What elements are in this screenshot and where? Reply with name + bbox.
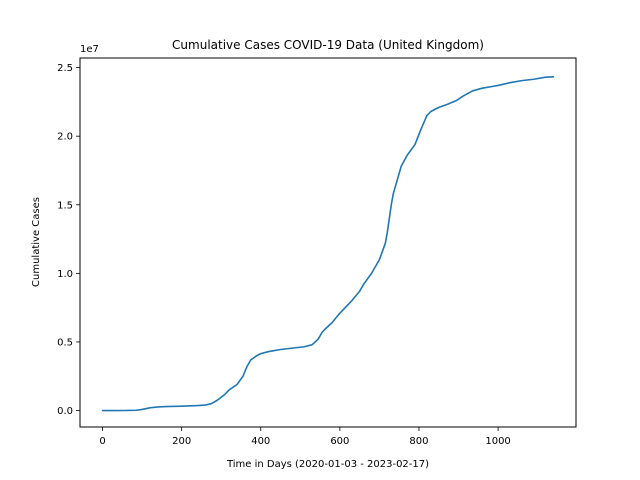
- series-line-0: [101, 75, 555, 412]
- x-axis-ticks: 0 200 400 600 800 1000: [99, 427, 511, 447]
- axes-frame: [79, 57, 577, 428]
- y-tick-label: 2.5: [57, 63, 73, 74]
- y-axis-ticks: 0.0 0.5 1.0 1.5 2.0 2.5: [57, 63, 80, 417]
- plot-area: [101, 75, 555, 412]
- x-tick-label: 800: [409, 436, 428, 447]
- x-tick-label: 600: [330, 436, 349, 447]
- y-tick-label: 1.5: [57, 200, 73, 211]
- y-axis-label: Cumulative Cases: [31, 197, 42, 287]
- y-tick-label: 2.0: [57, 132, 73, 143]
- x-tick-label: 400: [251, 436, 270, 447]
- x-axis-label: Time in Days (2020-01-03 - 2023-02-17): [226, 459, 429, 470]
- x-tick-label: 200: [172, 436, 191, 447]
- x-tick-label: 1000: [485, 436, 510, 447]
- y-tick-label: 0.5: [57, 337, 73, 348]
- x-tick-label: 0: [99, 436, 105, 447]
- chart-title: Cumulative Cases COVID-19 Data (United K…: [172, 38, 484, 52]
- y-tick-label: 1.0: [57, 269, 73, 280]
- y-tick-label: 0.0: [57, 406, 73, 417]
- y-offset-text: 1e7: [80, 44, 99, 55]
